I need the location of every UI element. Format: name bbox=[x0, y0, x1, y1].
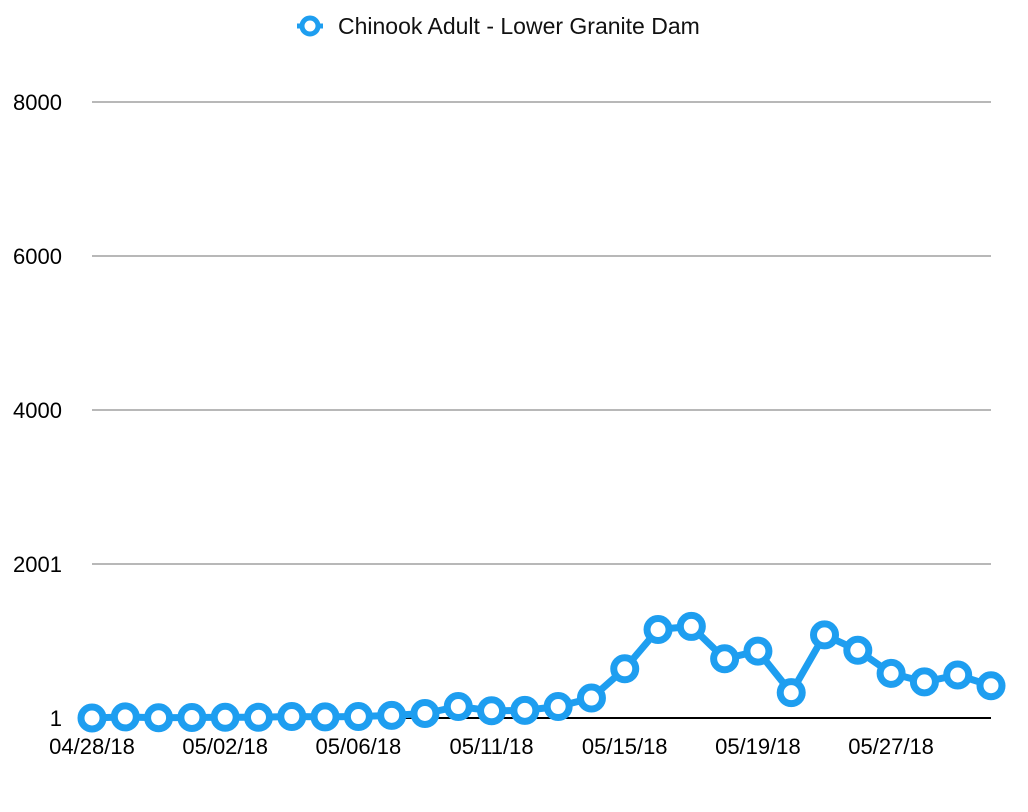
data-point bbox=[377, 700, 407, 730]
series-line bbox=[88, 622, 995, 722]
data-point bbox=[177, 702, 207, 732]
data-point bbox=[710, 644, 740, 674]
data-point bbox=[909, 667, 939, 697]
y-tick-label: 8000 bbox=[13, 90, 62, 115]
data-point bbox=[477, 696, 507, 726]
data-point bbox=[77, 703, 107, 733]
series-group bbox=[77, 611, 1006, 733]
data-point bbox=[510, 695, 540, 725]
data-point bbox=[277, 702, 307, 732]
x-tick-label: 05/27/18 bbox=[848, 734, 934, 759]
x-tick-label: 05/02/18 bbox=[182, 734, 268, 759]
x-tick-label: 05/06/18 bbox=[316, 734, 402, 759]
data-point bbox=[343, 702, 373, 732]
data-point bbox=[110, 702, 140, 732]
data-point bbox=[310, 702, 340, 732]
data-point bbox=[676, 611, 706, 641]
data-point bbox=[543, 692, 573, 722]
data-point bbox=[743, 636, 773, 666]
x-tick-label: 05/19/18 bbox=[715, 734, 801, 759]
x-tick-label: 05/11/18 bbox=[450, 734, 534, 759]
legend-entry: Chinook Adult - Lower Granite Dam bbox=[338, 13, 700, 39]
data-point bbox=[443, 692, 473, 722]
data-point bbox=[943, 660, 973, 690]
data-point bbox=[810, 620, 840, 650]
x-tick-label: 04/28/18 bbox=[49, 734, 135, 759]
data-point bbox=[876, 658, 906, 688]
data-point bbox=[843, 635, 873, 665]
legend: Chinook Adult - Lower Granite Dam bbox=[297, 13, 700, 39]
data-point bbox=[776, 678, 806, 708]
grid-lines bbox=[92, 101, 991, 719]
data-point bbox=[144, 703, 174, 733]
y-axis-ticks: 8000 6000 4000 2001 1 bbox=[13, 90, 62, 731]
y-tick-label: 1 bbox=[50, 706, 62, 731]
legend-circle-marker bbox=[299, 15, 321, 37]
data-point bbox=[576, 683, 606, 713]
x-tick-label: 05/15/18 bbox=[582, 734, 668, 759]
data-point bbox=[210, 702, 240, 732]
y-tick-label: 2001 bbox=[13, 552, 62, 577]
y-tick-label: 4000 bbox=[13, 398, 62, 423]
data-point bbox=[610, 654, 640, 684]
data-point bbox=[976, 671, 1006, 701]
y-tick-label: 6000 bbox=[13, 244, 62, 269]
data-point bbox=[643, 615, 673, 645]
x-axis-ticks: 04/28/18 05/02/18 05/06/18 05/11/18 05/15/18… bbox=[49, 734, 934, 759]
data-point bbox=[410, 698, 440, 728]
data-point bbox=[243, 702, 273, 732]
